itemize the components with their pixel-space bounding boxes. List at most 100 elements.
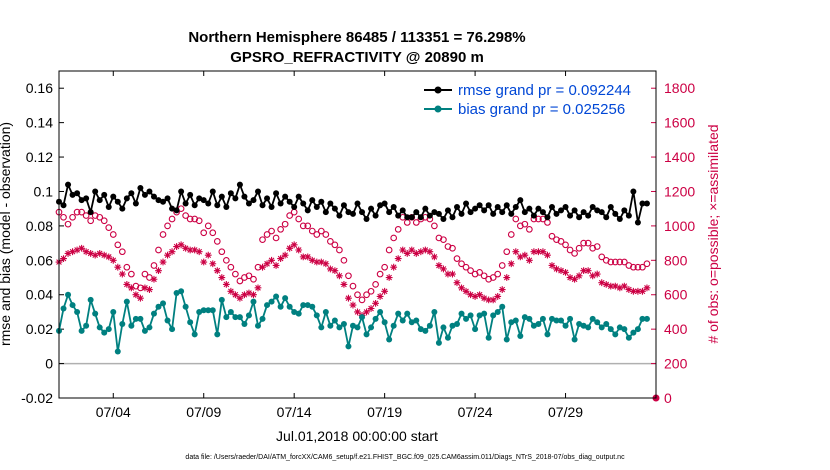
- bias-point: [467, 312, 474, 319]
- assimilated-point: [580, 267, 588, 275]
- possible-point: [295, 215, 303, 223]
- possible-point: [105, 224, 113, 231]
- assimilated-point: [123, 281, 131, 288]
- assimilated-point: [299, 253, 307, 261]
- rmse-point: [169, 205, 176, 212]
- bias-point: [110, 308, 117, 315]
- bias-point: [589, 315, 596, 322]
- rmse-point: [408, 214, 415, 221]
- bias-point: [607, 326, 614, 333]
- assimilated-point: [467, 291, 474, 299]
- assimilated-point: [480, 294, 488, 302]
- assimilated-point: [200, 258, 208, 266]
- rmse-point: [268, 203, 275, 210]
- rmse-point: [431, 209, 438, 216]
- assimilated-point: [643, 284, 651, 292]
- bias-point: [349, 322, 356, 329]
- possible-point: [250, 275, 257, 283]
- rmse-point: [327, 200, 334, 207]
- possible-point: [598, 253, 606, 261]
- plot-frame: [58, 70, 657, 399]
- possible-point: [123, 263, 131, 271]
- assimilated-point: [390, 263, 398, 271]
- possible-point: [345, 272, 352, 280]
- assimilated-point: [421, 246, 429, 254]
- plot-area: [59, 71, 656, 398]
- possible-point: [467, 267, 474, 274]
- possible-point: [195, 217, 203, 225]
- bias-point: [585, 324, 592, 331]
- assimilated-point: [173, 243, 180, 250]
- rmse-point: [241, 193, 248, 200]
- rmse-point: [503, 202, 510, 209]
- rmse-point: [630, 188, 637, 195]
- assimilated-point: [435, 262, 443, 269]
- bias-point: [630, 329, 637, 336]
- bias-point: [178, 288, 185, 295]
- assimilated-point: [159, 258, 167, 266]
- assimilated-point: [317, 258, 325, 266]
- bias-point: [160, 300, 167, 307]
- assimilated-point: [544, 251, 551, 259]
- rmse-point: [530, 212, 537, 219]
- rmse-point: [612, 210, 619, 217]
- assimilated-point: [209, 260, 217, 268]
- possible-point: [449, 244, 456, 252]
- bias-point: [431, 308, 438, 315]
- assimilated-point: [308, 256, 316, 264]
- possible-point: [209, 229, 217, 237]
- rmse-point: [435, 210, 442, 217]
- assimilated-point: [349, 301, 357, 309]
- bias-point: [128, 322, 135, 329]
- possible-point: [440, 236, 447, 244]
- bias-point: [345, 343, 352, 350]
- assimilated-point: [602, 281, 610, 288]
- possible-point: [639, 263, 646, 271]
- bias-point: [399, 317, 406, 324]
- bias-point: [476, 312, 483, 319]
- possible-point: [453, 255, 461, 262]
- bias-point: [512, 317, 519, 324]
- possible-point: [458, 260, 465, 268]
- rmse-point: [286, 198, 293, 205]
- bias-point: [449, 322, 456, 329]
- assimilated-point: [64, 250, 72, 257]
- assimilated-point: [281, 251, 289, 259]
- rmse-point: [508, 210, 515, 217]
- bias-point: [576, 320, 583, 327]
- assimilated-point: [96, 250, 104, 257]
- bias-point: [268, 298, 275, 305]
- assimilated-point: [471, 293, 479, 300]
- rmse-point: [160, 198, 167, 205]
- bias-point: [227, 308, 234, 315]
- possible-point: [96, 213, 104, 221]
- assimilated-point: [286, 244, 294, 252]
- possible-point: [562, 241, 569, 249]
- bias-point: [169, 326, 176, 333]
- possible-point: [60, 213, 67, 221]
- possible-point: [363, 291, 370, 299]
- chart-title-line2: GPSRO_REFRACTIVITY @ 20890 m: [230, 49, 484, 66]
- rmse-point: [146, 188, 153, 195]
- possible-point: [498, 262, 506, 269]
- possible-point: [159, 231, 167, 238]
- assimilated-point: [363, 308, 370, 316]
- y-axis-left-label: rmse and bias (model - observation): [0, 122, 13, 346]
- rmse-point: [472, 205, 479, 212]
- y-left-tick-label: 0.16: [26, 80, 53, 96]
- assimilated-point: [236, 294, 244, 302]
- legend-bias-label: bias grand pr = 0.025256: [458, 101, 625, 118]
- possible-point: [213, 238, 221, 245]
- assimilated-point: [87, 250, 95, 257]
- rmse-point: [413, 209, 420, 216]
- possible-point: [150, 262, 158, 269]
- rmse-point: [69, 191, 76, 198]
- rmse-point: [187, 191, 194, 198]
- x-tick-label: 07/14: [277, 404, 312, 420]
- rmse-point: [60, 202, 67, 209]
- bias-point: [236, 314, 243, 321]
- possible-point: [109, 231, 117, 238]
- possible-point: [503, 248, 511, 256]
- rmse-point: [580, 209, 587, 216]
- bias-point: [214, 331, 221, 338]
